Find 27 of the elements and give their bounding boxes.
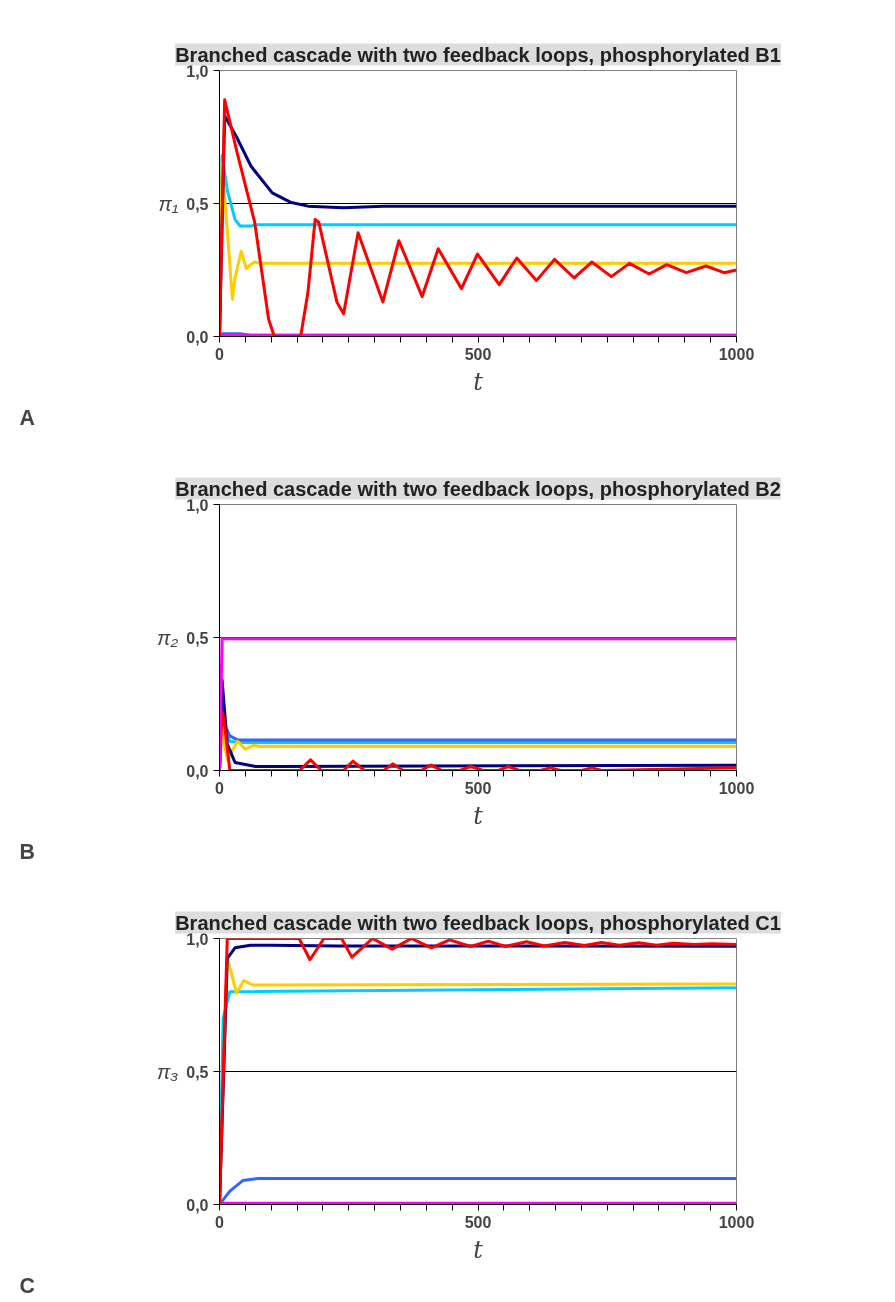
x-tick-label: 500: [464, 345, 492, 363]
y-tick-label: 0,5: [186, 629, 209, 647]
y-tick-label: 0,5: [186, 195, 209, 213]
text: A: [19, 405, 35, 430]
text: C: [19, 1273, 35, 1298]
y-axis-title: π₂: [157, 626, 179, 649]
y-axis-title: π₁: [158, 192, 179, 215]
y-axis-title: π₃: [156, 1060, 179, 1083]
x-axis-title: t: [473, 801, 484, 830]
x-tick-label: 1000: [718, 1213, 755, 1231]
x-tick-label: 1000: [718, 779, 755, 797]
x-tick-label: 0: [215, 1213, 225, 1231]
x-tick-label: 500: [464, 779, 492, 797]
x-tick-label: 500: [464, 1213, 492, 1231]
x-axis-title: t: [473, 367, 484, 396]
x-tick-label: 0: [215, 345, 225, 363]
y-tick-label: 0,5: [186, 1063, 209, 1081]
text: B: [19, 839, 35, 864]
x-axis-title: t: [473, 1235, 484, 1264]
y-tick-label: 0,0: [186, 762, 209, 780]
y-tick-label: 0,0: [186, 1196, 209, 1214]
chart-title: Branched cascade with two feedback loops, phosphorylated B2: [175, 477, 781, 500]
chart-title: Branched cascade with two feedback loops, phosphorylated C1: [175, 911, 781, 934]
x-tick-label: 0: [215, 779, 225, 797]
y-tick-label: 0,0: [186, 328, 209, 346]
chart-title: Branched cascade with two feedback loops, phosphorylated B1: [175, 43, 781, 66]
x-tick-label: 1000: [718, 345, 755, 363]
